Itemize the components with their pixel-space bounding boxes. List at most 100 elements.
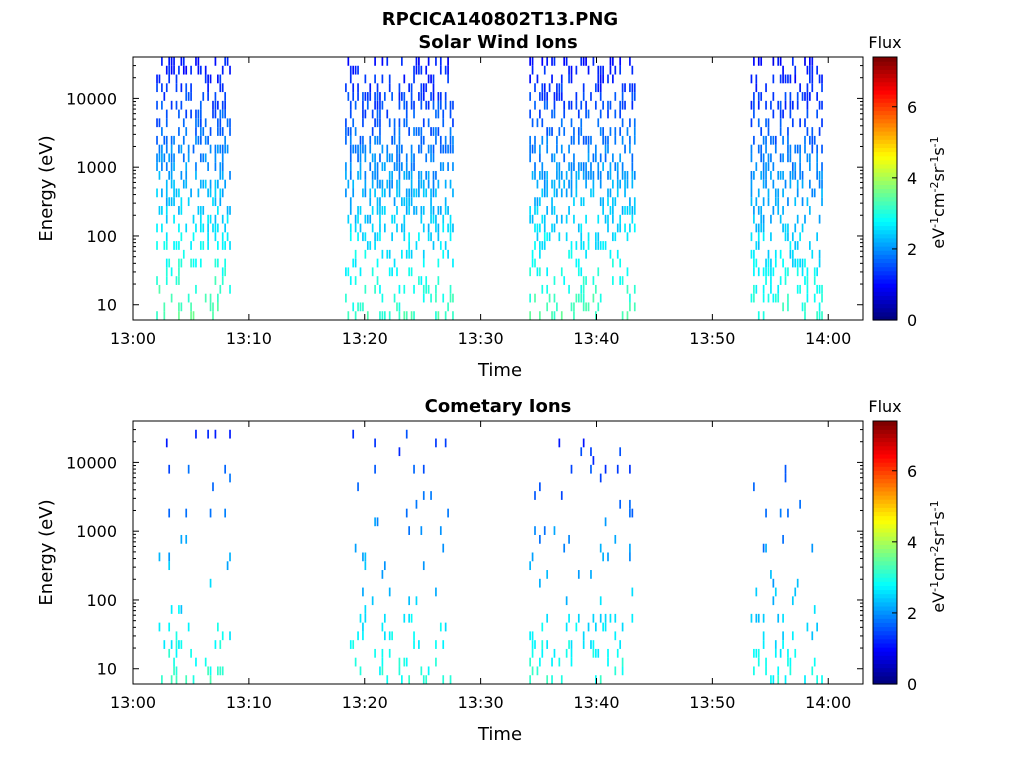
flux-cell: [543, 65, 546, 75]
flux-cell: [594, 675, 597, 684]
flux-cell: [165, 258, 168, 268]
colorbar-tick-label: 4: [907, 533, 917, 552]
flux-cell: [202, 206, 205, 215]
flux-cell: [794, 144, 797, 154]
x-tick-label: 13:20: [342, 693, 388, 712]
colorbar-step: [873, 618, 897, 623]
flux-cell: [560, 74, 563, 84]
flux-cell: [529, 657, 531, 667]
flux-cell: [199, 153, 202, 163]
flux-cell: [354, 657, 357, 667]
flux-cell: [816, 622, 818, 632]
flux-cell: [180, 302, 183, 312]
flux-cell: [539, 249, 541, 259]
flux-cell: [369, 188, 372, 198]
flux-cell: [767, 118, 770, 128]
flux-cell: [565, 57, 568, 66]
flux-cell: [202, 127, 205, 136]
flux-cell: [531, 631, 534, 641]
flux-cell: [442, 118, 445, 128]
flux-cell: [801, 267, 804, 277]
colorbar-step: [873, 303, 897, 309]
flux-cell: [170, 57, 173, 66]
flux-cell: [543, 241, 546, 250]
flux-cell: [770, 276, 772, 285]
flux-cell: [432, 188, 435, 198]
flux-cell: [435, 438, 437, 448]
flux-cell: [349, 144, 352, 154]
flux-cell: [413, 206, 415, 215]
flux-cell: [376, 258, 379, 268]
flux-cell: [779, 508, 782, 518]
y-tick-label: 10000: [66, 453, 117, 472]
flux-cell: [551, 153, 553, 163]
flux-cell: [529, 109, 531, 119]
flux-cell: [757, 241, 760, 250]
colorbar-title: Flux: [868, 397, 901, 416]
flux-cell: [799, 232, 801, 242]
flux-cell: [821, 74, 823, 84]
flux-cell: [777, 666, 780, 676]
flux-cell: [575, 100, 578, 110]
flux-cell: [187, 464, 190, 474]
flux-cell: [221, 144, 224, 154]
flux-cell: [376, 92, 379, 101]
flux-cell: [413, 65, 415, 75]
flux-cell: [602, 162, 604, 171]
flux-cell: [626, 232, 629, 242]
flux-cell: [354, 100, 357, 110]
flux-cell: [750, 249, 753, 259]
flux-cell: [224, 464, 227, 474]
plot-frame: [132, 56, 864, 321]
y-tick-label: 10: [97, 660, 117, 679]
flux-cell: [437, 100, 440, 110]
flux-cell: [762, 197, 765, 207]
flux-cell: [765, 83, 767, 93]
flux-cell: [217, 293, 219, 303]
flux-cell: [553, 57, 556, 66]
flux-cell: [408, 267, 411, 277]
flux-cell: [214, 223, 217, 233]
flux-cell: [811, 127, 814, 136]
flux-cell: [209, 127, 212, 136]
flux-cell: [388, 83, 391, 93]
flux-cell: [770, 153, 772, 163]
flux-cell: [765, 267, 767, 277]
flux-cell: [626, 170, 629, 180]
flux-cell: [546, 640, 549, 649]
flux-cell: [422, 561, 425, 571]
flux-cell: [379, 666, 381, 676]
flux-cell: [202, 223, 205, 233]
flux-cell: [558, 170, 561, 180]
flux-cell: [774, 135, 777, 145]
flux-cell: [156, 135, 158, 145]
flux-cell: [449, 214, 452, 224]
flux-cell: [787, 127, 789, 136]
flux-cell: [207, 74, 209, 84]
flux-cell: [405, 311, 408, 320]
flux-cell: [359, 144, 362, 154]
flux-cell: [413, 284, 415, 294]
flux-cell: [629, 118, 631, 128]
flux-cell: [349, 276, 352, 285]
flux-cell: [597, 170, 600, 180]
flux-cell: [794, 241, 797, 250]
flux-cell: [413, 109, 415, 119]
flux-cell: [219, 118, 222, 128]
flux-cell: [534, 100, 536, 110]
flux-cell: [437, 276, 440, 285]
flux-cell: [794, 65, 797, 75]
colorbar-step: [873, 523, 897, 529]
flux-cell: [609, 162, 612, 171]
flux-cell: [163, 302, 166, 312]
flux-cell: [173, 188, 175, 198]
flux-cell: [602, 65, 604, 75]
flux-cell: [573, 127, 575, 136]
flux-cell: [396, 302, 398, 312]
flux-cell: [156, 100, 158, 110]
flux-cell: [784, 179, 787, 189]
flux-cell: [381, 293, 384, 303]
flux-cell: [558, 83, 561, 93]
flux-cell: [219, 640, 222, 649]
